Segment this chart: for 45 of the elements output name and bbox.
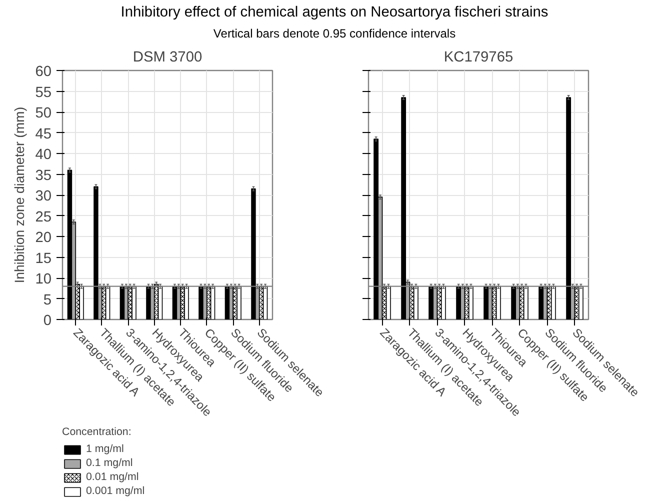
bar xyxy=(468,286,474,320)
bar xyxy=(132,286,136,320)
bar xyxy=(210,286,216,320)
bar xyxy=(79,286,84,320)
bar xyxy=(440,286,446,320)
y-tick-label: 5 xyxy=(43,292,52,308)
chart-title: DSM 3700 xyxy=(132,50,202,66)
legend-label: 0.001 mg/ml xyxy=(86,485,146,497)
bar xyxy=(496,286,501,320)
bar xyxy=(251,188,256,320)
y-tick-label: 10 xyxy=(35,272,52,288)
bar xyxy=(566,97,572,320)
bar xyxy=(578,286,584,320)
bar xyxy=(413,286,418,320)
y-axis-title: Inhibition zone diameter (mm) xyxy=(12,106,28,284)
bar xyxy=(401,97,406,320)
y-tick-label: 0 xyxy=(43,313,52,329)
y-tick-label: 30 xyxy=(35,188,52,204)
y-tick-label: 60 xyxy=(35,64,52,80)
bar xyxy=(523,286,528,320)
bar xyxy=(184,286,189,320)
legend-label: 0.01 mg/ml xyxy=(86,471,140,483)
bar xyxy=(67,170,72,320)
chart-title: KC179765 xyxy=(444,50,514,66)
text: Vertical bars denote 0.95 confidence intervals xyxy=(213,26,456,40)
bar xyxy=(236,286,242,320)
bar xyxy=(262,286,268,320)
bar xyxy=(550,286,556,320)
bar xyxy=(386,286,391,320)
y-tick-label: 15 xyxy=(35,250,52,267)
y-tick-label: 40 xyxy=(35,147,52,163)
y-tick-label: 50 xyxy=(35,106,52,122)
legend-label: 1 mg/ml xyxy=(86,443,125,455)
bar xyxy=(374,138,379,320)
bar xyxy=(158,286,163,320)
y-tick-label: 35 xyxy=(35,168,52,184)
legend-label: 0.1 mg/ml xyxy=(86,457,134,469)
legend-title: Concentration: xyxy=(62,426,132,438)
y-tick-label: 25 xyxy=(35,209,52,226)
y-tick-label: 55 xyxy=(35,84,52,101)
y-tick-label: 45 xyxy=(35,126,52,142)
text: Inhibitory effect of chemical agents on Neosartorya fischeri strains xyxy=(120,4,548,20)
y-tick-label: 20 xyxy=(35,230,52,246)
bar xyxy=(105,286,110,320)
bar xyxy=(94,186,98,320)
